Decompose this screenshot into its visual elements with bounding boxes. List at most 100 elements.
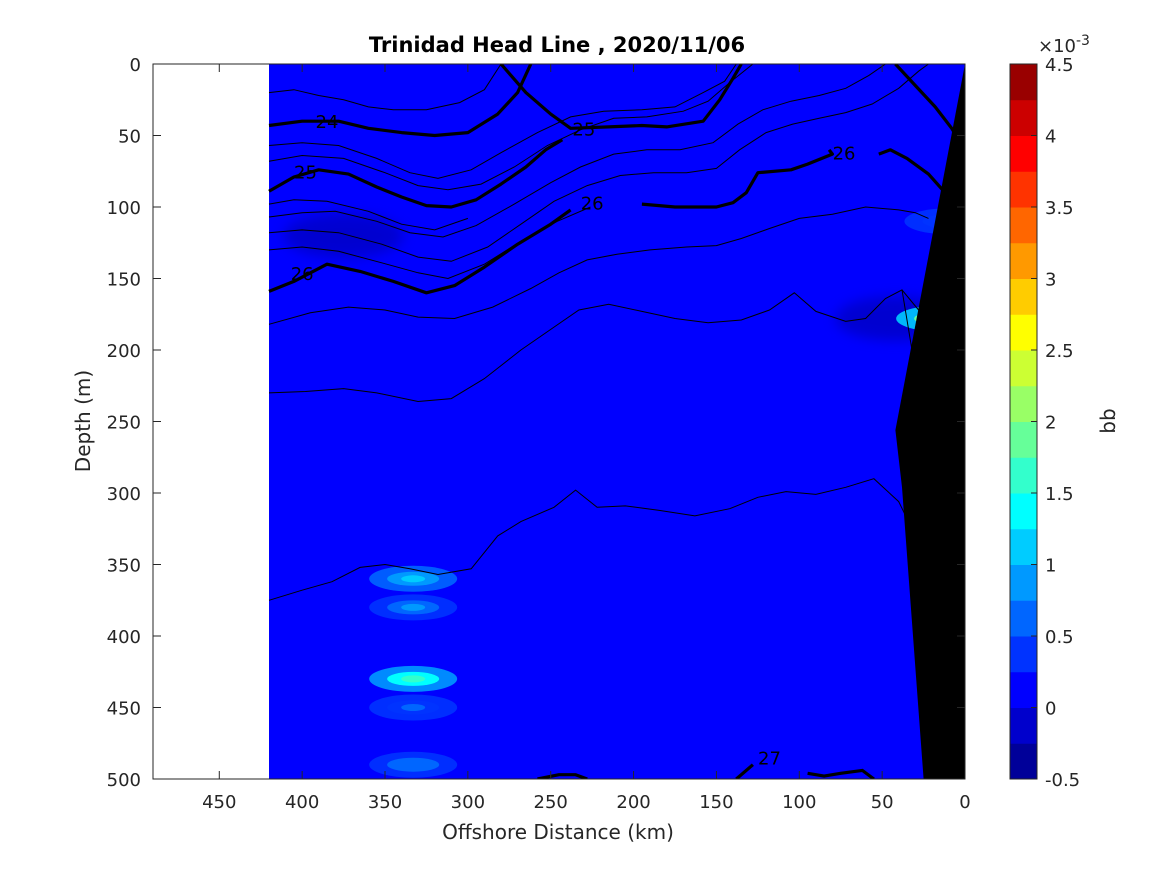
y-tick-label: 450 <box>107 699 141 720</box>
contour-label: 25 <box>572 119 595 140</box>
contour-line-27 <box>735 763 754 779</box>
contour-line-27 <box>807 768 875 779</box>
contour-line-24 <box>268 64 533 138</box>
seafloor-wedge <box>895 64 965 779</box>
contour-line <box>268 64 886 238</box>
colorbar-band <box>1010 278 1037 315</box>
colorbar-tick-label: 2 <box>1045 413 1056 434</box>
contour-label: 26 <box>833 144 856 165</box>
colorbar-band <box>1010 421 1037 458</box>
field-low-patch <box>283 213 404 258</box>
x-tick-label: 400 <box>285 792 319 813</box>
contour-line-25 <box>499 64 743 130</box>
field-hotspot-core <box>401 575 426 583</box>
contour-line-27 <box>537 773 588 779</box>
colorbar-band <box>1010 64 1037 101</box>
colorbar-exponent-power: -3 <box>1076 33 1090 49</box>
colorbar-band <box>1010 314 1037 351</box>
x-tick-label: 250 <box>534 792 568 813</box>
field-hotspot-core <box>401 675 426 683</box>
colorbar-band <box>1010 528 1037 565</box>
colorbar-band <box>1010 385 1037 422</box>
colorbar-tick-label: 0.5 <box>1045 627 1074 648</box>
colorbar-band <box>1010 564 1037 601</box>
colorbar-bands <box>1010 64 1037 780</box>
colorbar-tick-label: 0 <box>1045 699 1056 720</box>
contour-label: 25 <box>294 162 317 183</box>
colorbar-band <box>1010 671 1037 708</box>
x-axis-label: Offshore Distance (km) <box>442 820 674 844</box>
contour-line <box>268 289 929 403</box>
colorbar-band <box>1010 600 1037 637</box>
y-tick-label: 150 <box>107 270 141 291</box>
colorbar-band <box>1010 636 1037 673</box>
field-hotspot-core <box>401 761 426 769</box>
colorbar-tick-label: 3 <box>1045 270 1056 291</box>
field-hotspot-core <box>401 704 426 711</box>
colorbar-exponent-base: ×10 <box>1038 36 1076 57</box>
field-hotspot-core <box>401 603 426 611</box>
x-tick-label: 50 <box>871 792 894 813</box>
contour-line <box>268 206 929 325</box>
contour-line <box>268 64 502 111</box>
colorbar-tick-label: 1.5 <box>1045 484 1074 505</box>
plot-area: 24 25 25 26 26 26 27 <box>153 64 965 779</box>
contour-line <box>268 64 754 191</box>
x-tick-label: 300 <box>451 792 485 813</box>
y-tick-label: 300 <box>107 484 141 505</box>
contour-line-25 <box>268 138 564 209</box>
contour-line <box>268 64 929 262</box>
y-tick-label: 200 <box>107 341 141 362</box>
contour-line-26 <box>641 148 834 209</box>
colorbar-tick-label: 4 <box>1045 127 1056 148</box>
x-axis: 450 400 350 300 250 200 150 100 50 0 <box>202 64 971 813</box>
x-tick-label: 150 <box>699 792 733 813</box>
colorbar-label: bb <box>1096 408 1120 433</box>
colorbar-tick-label: 1 <box>1045 556 1056 577</box>
field-background <box>269 64 965 779</box>
contour-line <box>268 199 469 231</box>
x-tick-label: 0 <box>959 792 970 813</box>
colorbar-band <box>1010 242 1037 279</box>
contour-label: 27 <box>758 749 781 770</box>
contour-line <box>268 478 936 601</box>
colorbar-tick-label: 4.5 <box>1045 55 1074 76</box>
x-tick-label: 350 <box>368 792 402 813</box>
contour-line <box>268 64 737 179</box>
contour-label: 24 <box>316 112 339 133</box>
contour-label: 26 <box>291 264 314 285</box>
colorbar: -0.5 0 0.5 1 1.5 2 2.5 3 3.5 4 4.5 ×10-3 bb <box>1009 33 1120 791</box>
colorbar-exponent: ×10-3 <box>1038 33 1090 57</box>
bb-field <box>269 64 965 779</box>
seafloor <box>895 64 965 779</box>
y-tick-label: 50 <box>118 127 141 148</box>
colorbar-band <box>1010 457 1037 494</box>
colorbar-band <box>1010 171 1037 208</box>
x-tick-label: 450 <box>202 792 236 813</box>
y-tick-label: 500 <box>107 770 141 791</box>
colorbar-ticks: -0.5 0 0.5 1 1.5 2 2.5 3 3.5 4 4.5 <box>1031 55 1080 791</box>
colorbar-band <box>1010 743 1037 780</box>
colorbar-band <box>1010 207 1037 244</box>
x-tick-label: 100 <box>782 792 816 813</box>
y-axis: 0 50 100 150 200 250 300 350 400 450 500 <box>107 55 965 791</box>
density-contours: 24 25 25 26 26 26 27 <box>268 64 965 779</box>
colorbar-tick-label: 2.5 <box>1045 341 1074 362</box>
y-tick-label: 400 <box>107 627 141 648</box>
colorbar-tick-label: 3.5 <box>1045 198 1074 219</box>
colorbar-band <box>1010 99 1037 136</box>
colorbar-band <box>1010 350 1037 387</box>
colorbar-band <box>1010 135 1037 172</box>
y-tick-label: 250 <box>107 413 141 434</box>
colorbar-band <box>1010 493 1037 530</box>
y-axis-label: Depth (m) <box>71 370 95 472</box>
contour-line-26 <box>268 208 572 295</box>
colorbar-band <box>1010 707 1037 744</box>
y-tick-label: 350 <box>107 556 141 577</box>
y-tick-label: 0 <box>130 55 141 76</box>
chart-title: Trinidad Head Line , 2020/11/06 <box>369 33 745 57</box>
x-tick-label: 200 <box>616 792 650 813</box>
contour-label: 26 <box>581 194 604 215</box>
y-tick-label: 100 <box>107 198 141 219</box>
